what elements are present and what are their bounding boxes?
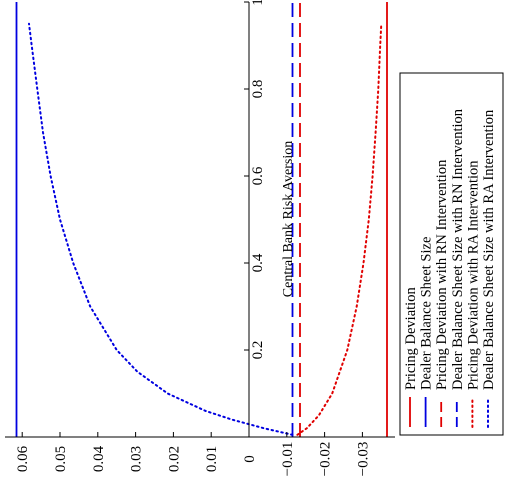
legend-label: Dealer Balance Sheet Size with RN Interv… [450, 108, 466, 390]
y-tick-label: 0.05 [53, 446, 69, 472]
x-axis-label: Central Bank Risk Aversion [281, 141, 296, 297]
plot-area [15, 2, 388, 437]
legend-label: Dealer Balance Sheet Size [419, 237, 435, 390]
y-tick-label: −0.01 [280, 442, 296, 477]
y-tick-label: 0 [242, 455, 258, 463]
series-line-5 [296, 22, 383, 436]
legend-box [399, 72, 504, 436]
x-tick-label: 0.6 [250, 166, 266, 185]
series-line-6 [28, 22, 294, 436]
y-tick-label: 0.06 [15, 445, 31, 472]
y-tick-label: 0.01 [204, 446, 220, 472]
x-tick-label: 0.2 [250, 341, 266, 360]
x-tick-label: 1 [250, 0, 266, 6]
legend: Pricing Deviation Dealer Balance Sheet Si… [399, 72, 504, 436]
x-tick-label: 0.8 [250, 80, 266, 99]
y-tick-label: −0.03 [355, 442, 371, 477]
legend-label: Pricing Deviation with RN Intervention [434, 159, 450, 390]
legend-label: Pricing Deviation with RA Intervention [465, 160, 481, 390]
axes: 0.2 0.4 0.6 0.8 1 0.06 0.05 0.04 0.03 0.02 0.01 0 −0… [5, 0, 395, 476]
legend-label: Pricing Deviation [403, 287, 419, 390]
x-tick-label: 0.4 [250, 253, 266, 272]
legend-label: Dealer Balance Sheet Size with RA Interv… [481, 109, 497, 390]
y-tick-label: −0.02 [318, 442, 334, 477]
y-tick-label: 0.03 [129, 446, 145, 472]
y-tick-label: 0.02 [166, 446, 182, 472]
y-tick-label: 0.04 [91, 445, 107, 472]
